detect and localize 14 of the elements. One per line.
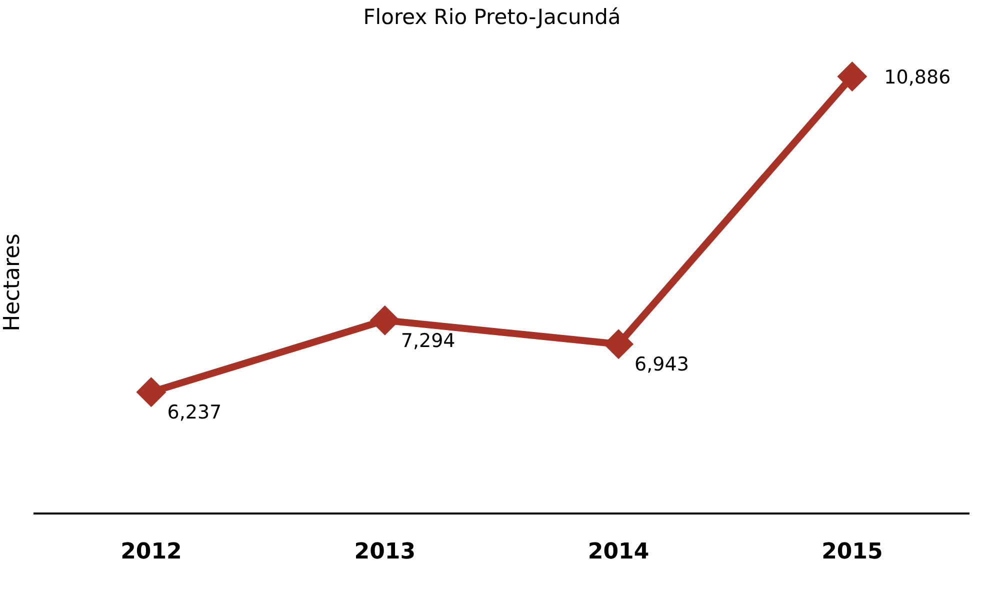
data-label: 7,294: [400, 330, 456, 352]
x-tick-label: 2014: [588, 540, 650, 565]
point: [370, 305, 400, 336]
y-axis-title: Hectares: [0, 233, 25, 332]
x-tick-label: 2015: [822, 540, 883, 565]
x-tick-label: 2013: [354, 540, 416, 565]
chart-title: Florex Rio Preto-Jacundá: [363, 5, 621, 30]
point: [136, 377, 166, 408]
data-label: 10,886: [884, 66, 951, 88]
data-label: 6,237: [167, 402, 222, 424]
point: [604, 329, 634, 360]
point: [837, 61, 868, 92]
data-label: 6,943: [634, 354, 689, 376]
x-tick-label: 2012: [120, 540, 182, 565]
